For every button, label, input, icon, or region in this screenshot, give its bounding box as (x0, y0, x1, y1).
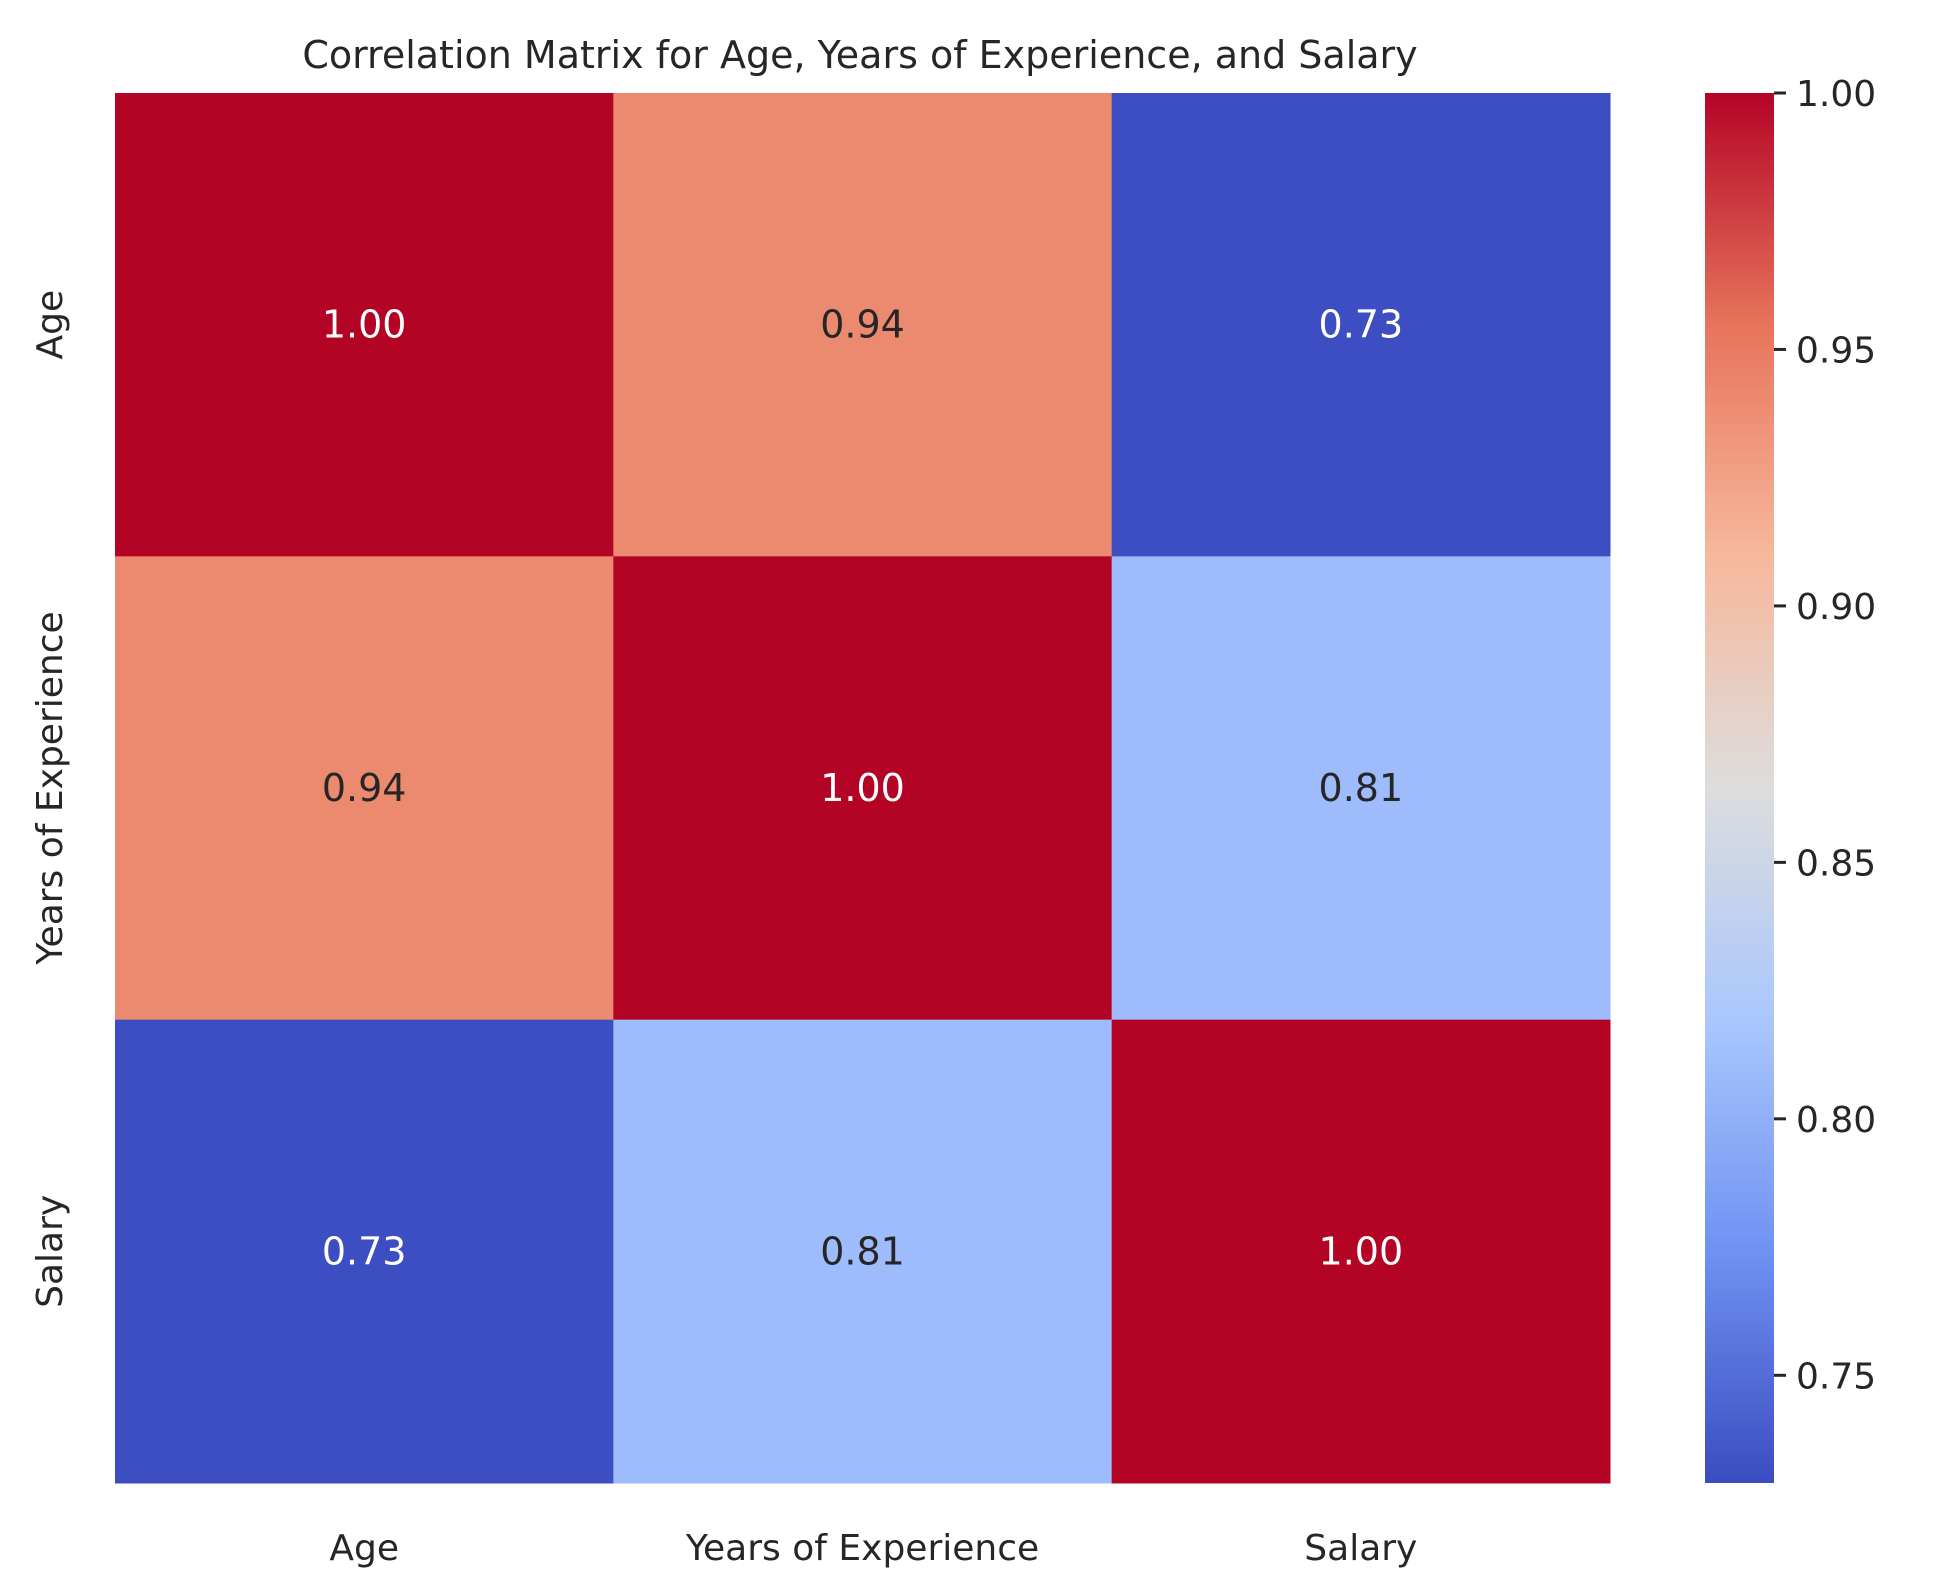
heatmap-cell-label: 1.00 (820, 766, 905, 810)
colorbar-tick-label: 0.75 (1796, 1356, 1876, 1397)
colorbar: 0.75 0.80 0.85 0.90 0.95 1.00 (1705, 74, 1876, 1483)
heatmap-cell (115, 556, 614, 1021)
y-tick-label: Salary (30, 1195, 71, 1308)
x-axis-tick-labels: Age Years of Experience Salary (329, 1528, 1417, 1569)
y-axis-tick-labels: Age Years of Experience Salary (30, 290, 71, 1308)
chart-title: Correlation Matrix for Age, Years of Exp… (302, 33, 1417, 77)
colorbar-tick-label: 0.85 (1796, 843, 1876, 884)
colorbar-tick-label: 0.80 (1796, 1100, 1876, 1141)
heatmap-cell (613, 93, 1113, 557)
heatmap-cell-label: 0.94 (322, 766, 407, 810)
colorbar-gradient (1705, 93, 1774, 1483)
heatmap-cell-label: 0.81 (820, 1229, 905, 1273)
colorbar-tick-label: 1.00 (1796, 74, 1876, 115)
x-tick-label: Age (329, 1528, 399, 1569)
heatmap-cell (115, 93, 614, 557)
heatmap-cell (1111, 93, 1611, 557)
heatmap-cell-label: 0.73 (322, 1229, 407, 1273)
heatmap-cell-label: 1.00 (1319, 1229, 1404, 1273)
x-tick-label: Years of Experience (685, 1528, 1039, 1569)
y-tick-label: Years of Experience (30, 611, 71, 965)
colorbar-tick-label: 0.95 (1796, 330, 1876, 371)
heatmap-cell (613, 556, 1113, 1021)
y-tick-label: Age (30, 290, 71, 360)
heatmap-cell-label: 1.00 (322, 303, 407, 347)
x-tick-label: Salary (1304, 1528, 1417, 1569)
heatmap-cell (1111, 1019, 1611, 1484)
heatmap-cell (613, 1019, 1113, 1484)
heatmap-cell (1111, 556, 1611, 1021)
heatmap-cell-label: 0.81 (1319, 766, 1404, 810)
heatmap-cell (115, 1019, 614, 1484)
heatmap-cell-label: 0.94 (820, 303, 905, 347)
heatmap-cell-label: 0.73 (1319, 303, 1404, 347)
colorbar-tick-label: 0.90 (1796, 587, 1876, 628)
heatmap-cells: 1.00 0.94 0.73 0.94 1.00 0.81 0.73 0.81 1.00 (115, 93, 1611, 1484)
